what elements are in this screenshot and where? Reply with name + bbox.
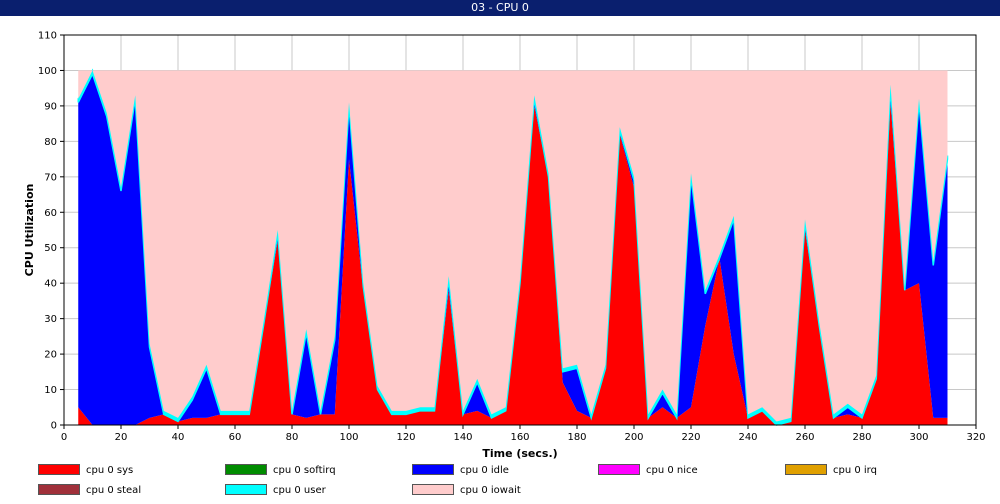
y-tick-label: 70 xyxy=(44,172,57,183)
legend-item: cpu 0 sys xyxy=(38,463,134,478)
x-tick-label: 20 xyxy=(115,432,128,443)
y-tick-label: 10 xyxy=(44,385,57,396)
y-tick-label: 110 xyxy=(38,31,57,42)
legend-swatch xyxy=(38,483,80,495)
x-tick-label: 0 xyxy=(61,432,67,443)
legend-item: cpu 0 irq xyxy=(785,463,877,478)
chart-title: 03 - CPU 0 xyxy=(471,1,529,14)
legend-swatch xyxy=(598,463,640,475)
y-tick-label: 40 xyxy=(44,279,57,290)
legend-label: cpu 0 softirq xyxy=(273,465,336,476)
legend-swatch xyxy=(225,483,267,495)
legend-swatch xyxy=(785,463,827,475)
area-cpu-0-iowait xyxy=(78,70,948,422)
x-tick-label: 160 xyxy=(510,432,529,443)
x-tick-label: 280 xyxy=(852,432,871,443)
x-tick-label: 40 xyxy=(172,432,185,443)
legend-label: cpu 0 nice xyxy=(646,465,698,476)
chart-legend: cpu 0 sys cpu 0 softirq cpu 0 idle cpu 0 ni… xyxy=(0,463,1000,504)
x-tick-label: 80 xyxy=(286,432,299,443)
legend-label: cpu 0 user xyxy=(273,485,326,496)
y-tick-label: 50 xyxy=(44,243,57,254)
x-tick-label: 240 xyxy=(738,432,757,443)
legend-swatch xyxy=(225,463,267,475)
legend-label: cpu 0 idle xyxy=(460,465,509,476)
legend-label: cpu 0 iowait xyxy=(460,485,521,496)
y-tick-label: 100 xyxy=(38,66,57,77)
y-tick-label: 0 xyxy=(51,421,57,432)
x-tick-label: 140 xyxy=(453,432,472,443)
area-cpu-0-sys xyxy=(78,102,948,426)
axes: 0 20 40 60 80 100 120 140 160 180 200 220 240 260 280 3… xyxy=(38,31,986,444)
x-axis-label: Time (secs.) xyxy=(482,447,557,460)
legend-swatch xyxy=(412,483,454,495)
legend-swatch xyxy=(412,463,454,475)
y-tick-label: 80 xyxy=(44,137,57,148)
x-tick-label: 300 xyxy=(909,432,928,443)
legend-label: cpu 0 irq xyxy=(833,465,877,476)
legend-item: cpu 0 steal xyxy=(38,483,142,498)
x-tick-label: 180 xyxy=(567,432,586,443)
legend-item: cpu 0 softirq xyxy=(225,463,336,478)
legend-item: cpu 0 idle xyxy=(412,463,509,478)
y-tick-label: 30 xyxy=(44,314,57,325)
x-tick-label: 200 xyxy=(624,432,643,443)
x-tick-label: 100 xyxy=(339,432,358,443)
chart-title-bar: 03 - CPU 0 xyxy=(0,0,1000,16)
legend-item: cpu 0 user xyxy=(225,483,326,498)
legend-label: cpu 0 steal xyxy=(86,485,142,496)
cpu-utilization-chart: 0 20 40 60 80 100 120 140 160 180 200 220 240 260 280 3… xyxy=(23,31,986,461)
x-tick-label: 320 xyxy=(966,432,985,443)
legend-label: cpu 0 sys xyxy=(86,465,134,476)
x-tick-label: 260 xyxy=(795,432,814,443)
legend-item: cpu 0 nice xyxy=(598,463,698,478)
legend-swatch xyxy=(38,463,80,475)
legend-item: cpu 0 iowait xyxy=(412,483,521,498)
y-tick-label: 90 xyxy=(44,101,57,112)
y-tick-label: 60 xyxy=(44,208,57,219)
y-tick-label: 20 xyxy=(44,350,57,361)
x-tick-label: 120 xyxy=(396,432,415,443)
y-axis-label: CPU Utilization xyxy=(23,184,36,277)
x-tick-label: 60 xyxy=(229,432,242,443)
stacked-areas xyxy=(77,68,949,426)
x-tick-label: 220 xyxy=(681,432,700,443)
